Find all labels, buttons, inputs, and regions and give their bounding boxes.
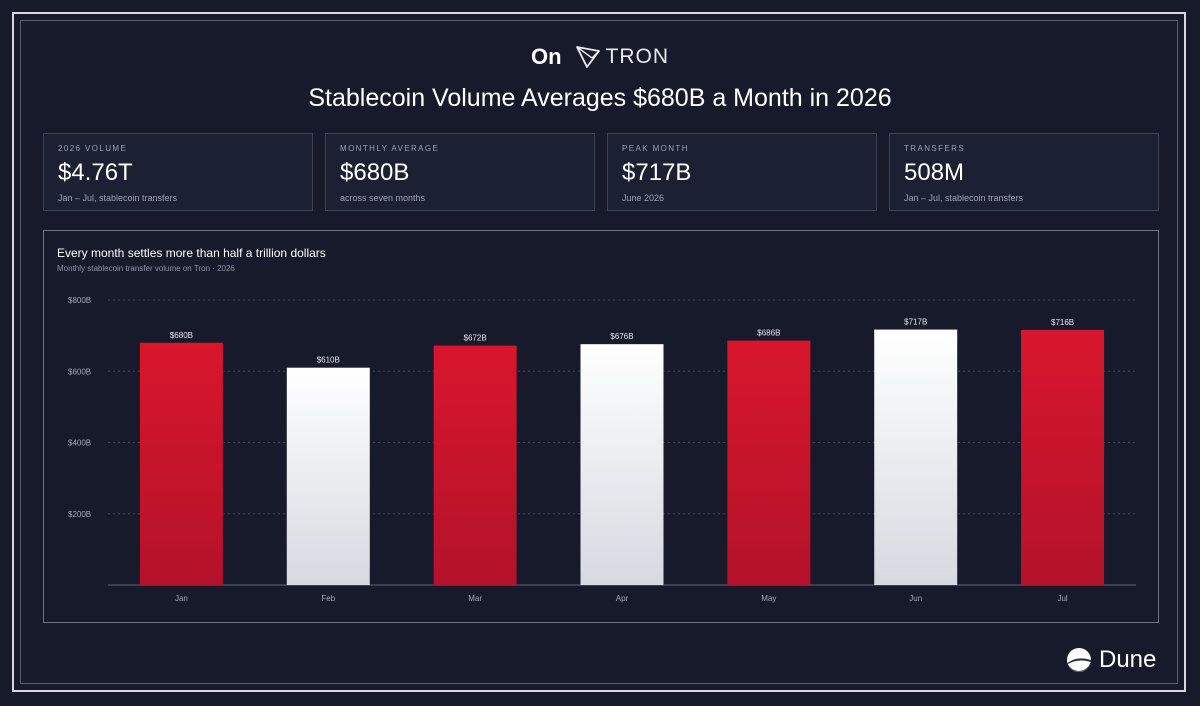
kpi-card-peak-month: PEAK MONTH $717B June 2026 bbox=[607, 133, 877, 211]
kpi-sub: Jan – Jul, stablecoin transfers bbox=[58, 193, 178, 203]
x-tick-label: Jan bbox=[175, 594, 188, 603]
bar-value-label: $672B bbox=[464, 334, 487, 343]
kpi-card-transfers: TRANSFERS 508M Jan – Jul, stablecoin tra… bbox=[889, 133, 1159, 211]
bar-may bbox=[727, 340, 811, 585]
brand-name: TRON bbox=[605, 45, 670, 68]
dune-brand: Dune bbox=[1099, 646, 1157, 673]
bar-value-label: $716B bbox=[1051, 318, 1074, 327]
tron-triangle-icon bbox=[575, 46, 600, 68]
kpi-card-monthly-average: MONTHLY AVERAGE $680B across seven month… bbox=[325, 133, 595, 211]
y-tick-label: $600B bbox=[68, 367, 91, 376]
inner-frame bbox=[20, 20, 1178, 684]
chart-title: Every month settles more than half a tri… bbox=[57, 246, 326, 260]
bar-jan bbox=[139, 342, 223, 585]
kpi-sub: June 2026 bbox=[622, 193, 665, 203]
x-tick-label: Mar bbox=[468, 594, 482, 603]
x-tick-label: May bbox=[761, 594, 776, 603]
page-title: Stablecoin Volume Averages $680B a Month… bbox=[308, 84, 892, 112]
x-tick-label: Feb bbox=[321, 594, 335, 603]
bar-chart: $200B $400B $600B $800B $680B Jan $610B Feb $672… bbox=[68, 296, 1136, 603]
bar-jul bbox=[1021, 329, 1105, 585]
x-tick-label: Apr bbox=[616, 594, 629, 603]
bar-value-label: $717B bbox=[904, 318, 927, 327]
kpi-label: TRANSFERS bbox=[904, 144, 966, 153]
y-tick-label: $200B bbox=[68, 510, 91, 519]
bar-mar bbox=[433, 345, 517, 585]
y-tick-label: $800B bbox=[68, 296, 91, 305]
kpi-sub: Jan – Jul, stablecoin transfers bbox=[904, 193, 1024, 203]
dune-logo: Dune bbox=[1066, 646, 1156, 674]
brand-header: On TRON bbox=[0, 44, 1200, 70]
bar-value-label: $686B bbox=[757, 329, 780, 338]
x-tick-label: Jul bbox=[1057, 594, 1067, 603]
kpi-value: $680B bbox=[340, 159, 410, 186]
y-tick-label: $400B bbox=[68, 439, 91, 448]
kpi-card-volume: 2026 VOLUME $4.76T Jan – Jul, stablecoin… bbox=[43, 133, 313, 211]
chart-panel: Every month settles more than half a tri… bbox=[43, 230, 1159, 623]
bar-apr bbox=[580, 344, 664, 585]
dune-icon bbox=[1067, 648, 1091, 672]
outer-frame bbox=[12, 12, 1186, 692]
bar-value-label: $680B bbox=[170, 331, 193, 340]
kpi-sub: across seven months bbox=[340, 193, 426, 203]
bar-value-label: $676B bbox=[610, 332, 633, 341]
tron-logo: TRON bbox=[575, 45, 670, 69]
brand-prefix: On bbox=[530, 44, 562, 69]
x-tick-label: Jun bbox=[909, 594, 922, 603]
kpi-value: 508M bbox=[904, 159, 965, 186]
bar-feb bbox=[286, 367, 370, 585]
kpi-label: MONTHLY AVERAGE bbox=[340, 144, 440, 153]
kpi-value: $717B bbox=[622, 159, 692, 186]
bar-value-label: $610B bbox=[317, 356, 340, 365]
bar-jun bbox=[874, 329, 958, 585]
kpi-label: PEAK MONTH bbox=[622, 144, 689, 153]
kpi-label: 2026 VOLUME bbox=[58, 144, 128, 153]
chart-subtitle: Monthly stablecoin transfer volume on Tr… bbox=[57, 264, 235, 273]
kpi-value: $4.76T bbox=[58, 159, 133, 186]
